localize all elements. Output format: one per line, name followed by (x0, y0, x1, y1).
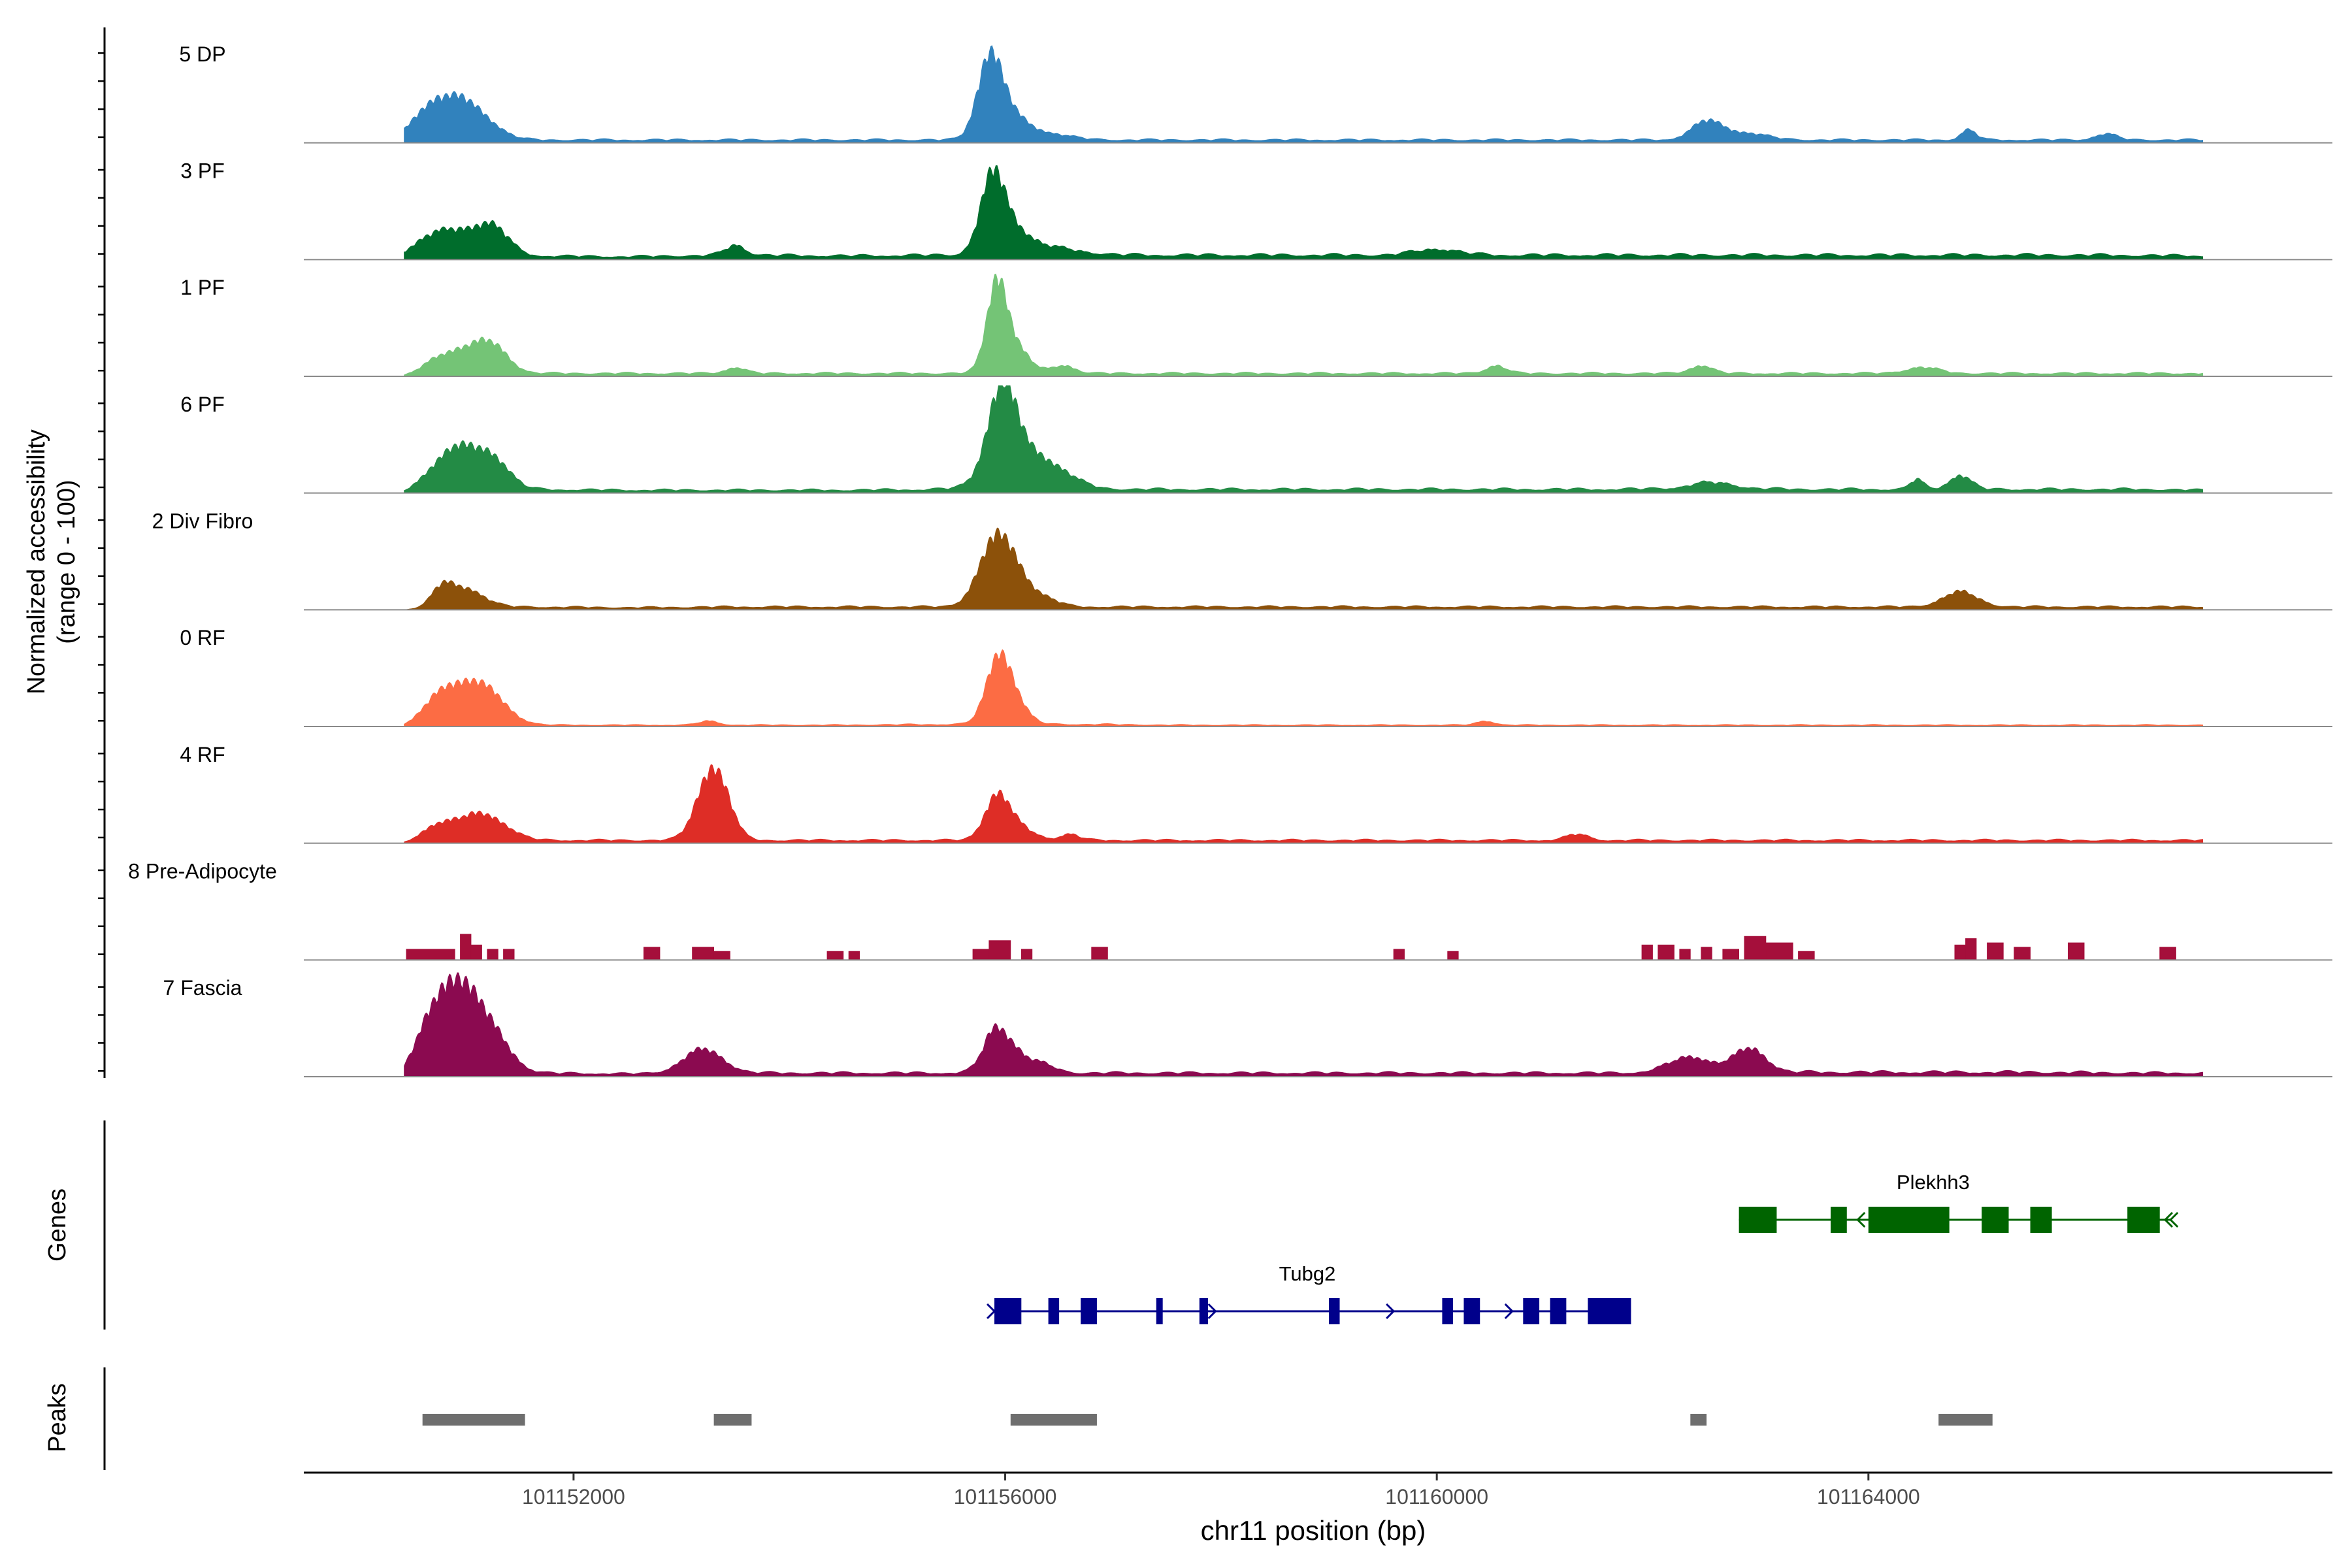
gene-exon (1831, 1207, 1847, 1233)
gene-exon (1739, 1207, 1777, 1233)
peak-region (1938, 1414, 1993, 1426)
track-label-4-rf: 4 RF (180, 743, 225, 766)
track-0-rf: 0 RF (180, 626, 2332, 727)
gene-exon (1463, 1298, 1480, 1324)
x-axis-title: chr11 position (bp) (1201, 1515, 1426, 1546)
gene-exon (1982, 1207, 2009, 1233)
track-5-dp: 5 DP (179, 42, 2332, 144)
gene-exon (1329, 1298, 1340, 1324)
peaks-track-label: Peaks (44, 1383, 71, 1452)
strand-arrow (1002, 1303, 1012, 1320)
genes-track: Genes Plekhh3 Tubg2 (44, 1120, 2179, 1330)
track-label-3-pf: 3 PF (180, 159, 225, 182)
x-tick-label: 101156000 (954, 1485, 1057, 1509)
track-label-5-dp: 5 DP (179, 42, 225, 66)
strand-arrow (1856, 1211, 1866, 1228)
track-label-1-pf: 1 PF (180, 276, 225, 299)
gene-plekhh3: Plekhh3 (1739, 1171, 2179, 1233)
y-axis-title-line1: Normalized accessibility (23, 429, 50, 694)
gene-exon (1588, 1298, 1631, 1324)
peak-region (1690, 1414, 1707, 1426)
coverage-area-4-rf (404, 764, 2204, 844)
gene-exon (1156, 1298, 1163, 1324)
peak-region (422, 1414, 525, 1426)
track-2-div-fibro: 2 Div Fibro (152, 509, 2332, 611)
coverage-area-1-pf (404, 273, 2204, 377)
gene-exon (1868, 1207, 1950, 1233)
gene-exon (1048, 1298, 1060, 1324)
strand-arrow (2163, 1211, 2174, 1228)
track-label-6-pf: 6 PF (180, 393, 225, 416)
coverage-area-2-div-fibro (404, 527, 2204, 610)
peaks-track: Peaks (44, 1367, 1993, 1470)
strand-arrow (1386, 1303, 1396, 1320)
track-label-8-pre-adipocyte: 8 Pre-Adipocyte (128, 859, 277, 883)
strand-arrow-end (2169, 1211, 2179, 1228)
y-axis-title-line2: (range 0 - 100) (53, 480, 80, 644)
gene-exon (2030, 1207, 2052, 1233)
strand-arrow (1504, 1303, 1514, 1320)
genes-track-label: Genes (44, 1188, 71, 1262)
track-4-rf: 4 RF (180, 743, 2332, 844)
coverage-area-0-rf (404, 649, 2204, 727)
gene-exon (1550, 1298, 1567, 1324)
x-tick-label: 101164000 (1817, 1485, 1920, 1509)
peak-region (713, 1414, 752, 1426)
gene-exon (1442, 1298, 1453, 1324)
track-label-2-div-fibro: 2 Div Fibro (152, 509, 253, 532)
track-label-7-fascia: 7 Fascia (163, 976, 242, 1000)
coverage-area-5-dp (404, 45, 2204, 144)
peak-region (1010, 1414, 1097, 1426)
gene-exon (994, 1298, 1022, 1324)
gene-exon (1523, 1298, 1540, 1324)
track-7-fascia: 7 Fascia (163, 972, 2332, 1077)
track-8-pre-adipocyte: 8 Pre-Adipocyte (128, 859, 2332, 961)
track-label-0-rf: 0 RF (180, 626, 225, 649)
gene-exon (1081, 1298, 1097, 1324)
gene-tubg2: Tubg2 (986, 1262, 1631, 1324)
gene-exon (1199, 1298, 1209, 1324)
coverage-area-6-pf (404, 385, 2204, 494)
strand-arrow (1207, 1303, 1217, 1320)
gene-label-plekhh3: Plekhh3 (1897, 1171, 1970, 1194)
y-axis: Normalized accessibility (range 0 - 100) (23, 27, 106, 1078)
x-tick-label: 101160000 (1385, 1485, 1488, 1509)
gene-exon (2127, 1207, 2160, 1233)
x-axis: chr11 position (bp) 101152000 101156000 10… (304, 1471, 2332, 1546)
coverage-area-7-fascia (404, 972, 2204, 1077)
strand-arrow-end (986, 1303, 996, 1320)
track-1-pf: 1 PF (180, 273, 2332, 377)
track-6-pf: 6 PF (180, 385, 2332, 494)
track-3-pf: 3 PF (180, 159, 2332, 261)
gene-label-tubg2: Tubg2 (1279, 1262, 1336, 1285)
x-tick-label: 101152000 (522, 1485, 625, 1509)
coverage-area-8-pre-adipocyte (404, 934, 2203, 960)
coverage-area-3-pf (404, 165, 2204, 260)
coverage-tracks: 5 DP 3 PF 1 PF 6 PF 2 Div Fibro 0 RF 4 RF 8 Pre… (128, 42, 2332, 1077)
